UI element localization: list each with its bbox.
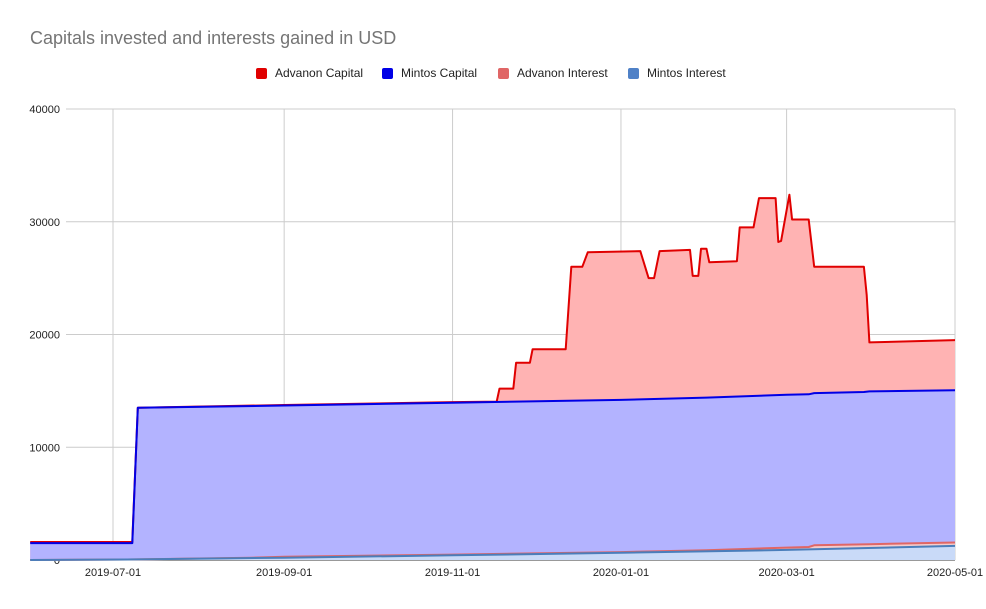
legend-item[interactable]: Mintos Interest (628, 66, 726, 80)
chart-title: Capitals invested and interests gained i… (30, 28, 397, 48)
chart-legend: Advanon Capital Mintos Capital Advanon Int… (0, 66, 986, 86)
y-tick-label: 10000 (29, 442, 60, 454)
legend-label: Mintos Capital (401, 66, 478, 80)
legend-label: Advanon Interest (517, 66, 608, 80)
y-tick-label: 40000 (29, 104, 60, 116)
y-tick-label: 20000 (29, 330, 60, 342)
legend-swatch (382, 67, 393, 79)
series-line-0 (30, 193, 956, 543)
legend-label: Mintos Interest (647, 66, 726, 80)
y-tick-label: 30000 (29, 217, 60, 229)
series-area-1 (30, 390, 956, 560)
legend-swatch (628, 67, 639, 79)
x-tick-label: 2020-05-01 (927, 567, 983, 579)
legend-label: Advanon Capital (275, 66, 364, 80)
legend-item[interactable]: Mintos Capital (382, 66, 477, 80)
legend-item[interactable]: Advanon Capital (256, 66, 363, 80)
series-line-3 (30, 544, 956, 561)
legend-swatch (498, 67, 509, 79)
x-tick-label: 2020-01-01 (593, 567, 649, 579)
x-tick-label: 2020-03-01 (758, 567, 814, 579)
y-tick-label: 0 (54, 555, 60, 567)
series-line-1 (30, 389, 956, 545)
series-area-3 (30, 545, 956, 560)
legend-swatch (256, 67, 267, 79)
x-tick-label: 2019-11-01 (425, 567, 480, 579)
x-tick-label: 2019-07-01 (85, 567, 141, 579)
legend-item[interactable]: Advanon Interest (498, 66, 608, 80)
x-tick-label: 2019-09-01 (256, 567, 312, 579)
